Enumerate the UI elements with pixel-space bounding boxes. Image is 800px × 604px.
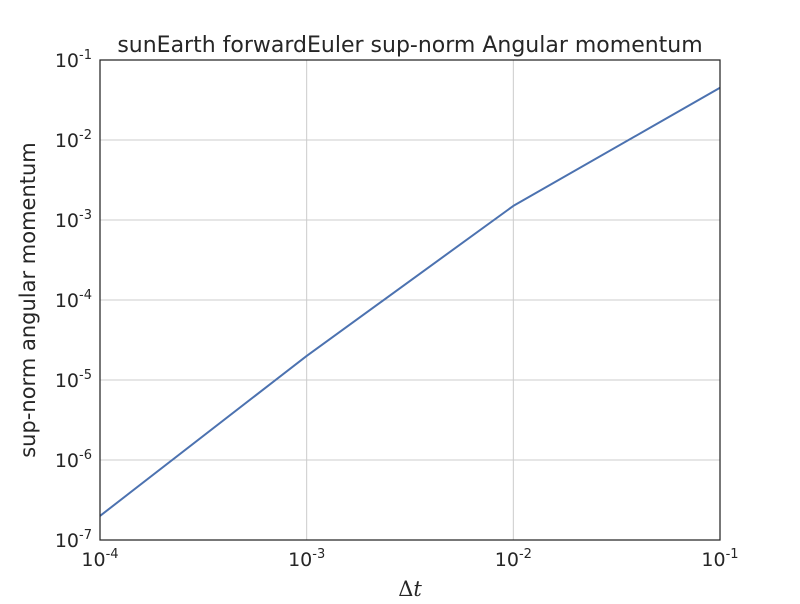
grid-lines	[99, 59, 721, 541]
y-tick-label: 10-7	[55, 528, 92, 552]
x-tick-label: 10-4	[81, 547, 118, 571]
x-tick-label: 10-2	[495, 547, 532, 571]
x-tick-label: 10-1	[701, 547, 738, 571]
x-axis-label: Δt	[398, 577, 422, 600]
y-tick-label: 10-4	[55, 288, 92, 312]
x-axis-label-prefix: Δ	[398, 577, 413, 600]
plot-area-frame	[99, 59, 721, 541]
x-tick-label: 10-3	[288, 547, 325, 571]
series-layer	[99, 86, 721, 517]
y-tick-label: 10-2	[55, 128, 92, 152]
y-tick-label: 10-1	[55, 48, 92, 72]
series-line	[99, 86, 721, 517]
y-tick-label: 10-5	[55, 368, 92, 392]
x-axis-label-var: t	[413, 577, 422, 600]
y-tick-label: 10-6	[55, 448, 92, 472]
chart-title: sunEarth forwardEuler sup-norm Angular m…	[117, 33, 702, 58]
y-axis-label: sup-norm angular momentum	[16, 142, 40, 458]
y-tick-labels: 10-7 10-6 10-5 10-4 10-3 10-2 10-1	[55, 48, 92, 552]
y-tick-label: 10-3	[55, 208, 92, 232]
x-tick-labels: 10-4 10-3 10-2 10-1	[81, 547, 738, 571]
